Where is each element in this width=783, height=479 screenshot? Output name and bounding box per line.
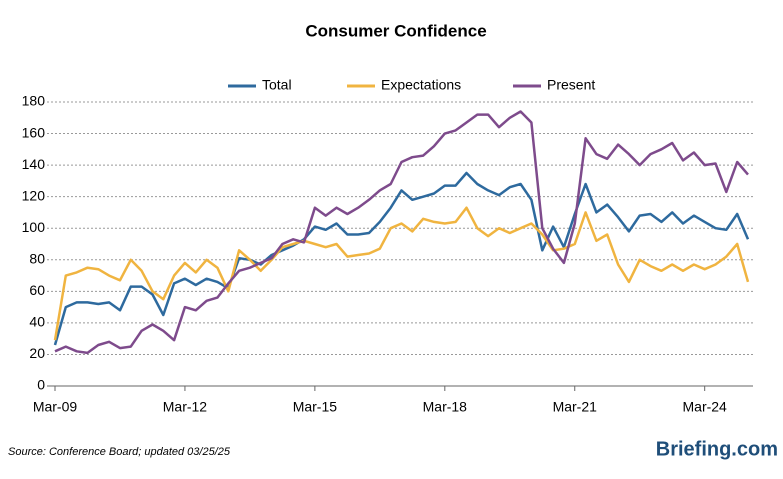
- x-tick-label: Mar-18: [423, 399, 468, 415]
- y-tick-label: 0: [37, 377, 45, 393]
- y-tick-label: 100: [22, 219, 46, 235]
- y-tick-label: 160: [22, 124, 46, 140]
- y-tick-label: 140: [22, 156, 46, 172]
- line-series: [53, 171, 750, 346]
- legend-label: Expectations: [381, 77, 461, 93]
- x-tick-label: Mar-15: [293, 399, 338, 415]
- line-series: [53, 206, 750, 341]
- chart-title: Consumer Confidence: [305, 21, 486, 40]
- y-tick-label: 40: [29, 314, 45, 330]
- y-tick-label: 80: [29, 250, 45, 266]
- legend-label: Total: [262, 77, 292, 93]
- x-tick-label: Mar-12: [163, 399, 208, 415]
- y-tick-label: 180: [22, 93, 46, 109]
- source: Source: Conference Board; updated 03/25/…: [8, 446, 231, 458]
- x-tick-label: Mar-21: [553, 399, 598, 415]
- x-tick-label: Mar-24: [683, 399, 728, 415]
- y-tick-label: 20: [29, 345, 45, 361]
- line-series: [54, 110, 749, 355]
- y-tick-label: 60: [29, 282, 45, 298]
- x-tick-label: Mar-09: [33, 399, 78, 415]
- legend-label: Present: [547, 77, 595, 93]
- logo: Briefing.com: [656, 438, 778, 460]
- y-tick-label: 120: [22, 187, 46, 203]
